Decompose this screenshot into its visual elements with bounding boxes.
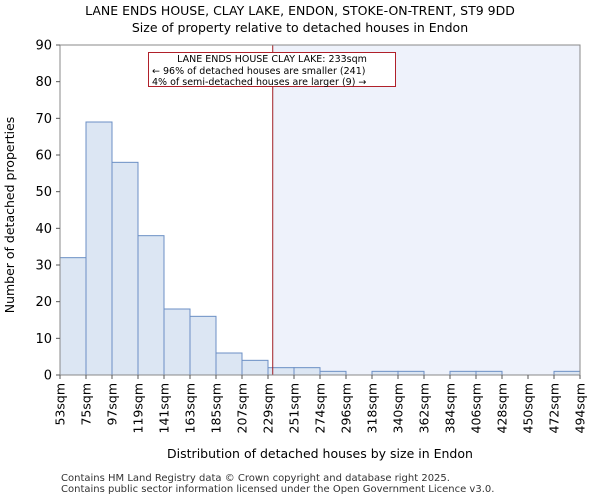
x-tick-label: 185sqm [209, 383, 224, 433]
x-tick-label: 119sqm [131, 383, 146, 433]
x-tick-label: 450sqm [521, 383, 536, 433]
x-axis-label: Distribution of detached houses by size … [167, 446, 473, 461]
y-axis-label: Number of detached properties [2, 117, 17, 314]
histogram-bar [267, 367, 295, 376]
annotation-line-1: LANE ENDS HOUSE CLAY LAKE: 233sqm [177, 54, 367, 65]
footer-licence: Contains public sector information licen… [61, 484, 495, 495]
histogram-bar [163, 308, 191, 376]
property-annotation-box: LANE ENDS HOUSE CLAY LAKE: 233sqm ← 96% … [148, 52, 396, 88]
x-tick-label: 472sqm [547, 383, 562, 433]
histogram-bar [59, 257, 87, 376]
chart-subtitle: Size of property relative to detached ho… [131, 20, 469, 35]
histogram-bar [553, 370, 581, 376]
footer-copyright: Contains HM Land Registry data © Crown c… [61, 473, 450, 484]
x-tick-label: 318sqm [365, 383, 380, 433]
histogram-bar [189, 315, 217, 376]
y-tick-label: 40 [35, 222, 52, 237]
histogram-bar [319, 370, 347, 376]
x-tick-label: 53sqm [53, 383, 68, 426]
histogram-bar [215, 352, 243, 376]
larger-properties-region [272, 45, 580, 375]
annotation-line-3: 4% of semi-detached houses are larger (9… [152, 77, 367, 88]
histogram-bar [397, 370, 425, 376]
x-tick-label: 229sqm [261, 383, 276, 433]
histogram-bar [371, 370, 399, 376]
x-tick-label: 274sqm [313, 383, 328, 433]
histogram-bar [449, 370, 477, 376]
y-tick-label: 90 [35, 39, 52, 54]
x-tick-label: 97sqm [105, 383, 120, 426]
y-tick-label: 80 [35, 75, 52, 90]
histogram-bar [475, 370, 503, 376]
x-tick-label: 494sqm [573, 383, 588, 433]
x-tick-label: 296sqm [339, 383, 354, 433]
x-tick-label: 251sqm [287, 383, 302, 433]
y-tick-label: 30 [35, 259, 52, 274]
x-tick-label: 340sqm [391, 383, 406, 433]
x-tick-label: 406sqm [469, 383, 484, 433]
y-tick-label: 50 [35, 185, 52, 200]
y-tick-label: 70 [35, 112, 52, 127]
x-tick-label: 75sqm [79, 383, 94, 426]
chart-title: LANE ENDS HOUSE, CLAY LAKE, ENDON, STOKE… [85, 3, 515, 18]
x-tick-label: 141sqm [157, 383, 172, 433]
y-tick-label: 0 [44, 369, 52, 384]
histogram-bar [293, 367, 321, 376]
y-tick-label: 60 [35, 149, 52, 164]
x-tick-label: 362sqm [417, 383, 432, 433]
x-tick-label: 384sqm [443, 383, 458, 433]
x-tick-label: 163sqm [183, 383, 198, 433]
y-tick-label: 10 [35, 332, 52, 347]
x-tick-label: 207sqm [235, 383, 250, 433]
histogram-bar [111, 161, 139, 376]
histogram-bar [85, 121, 113, 376]
histogram-bar [241, 359, 269, 376]
y-tick-label: 20 [35, 295, 52, 310]
annotation-line-2: ← 96% of detached houses are smaller (24… [152, 65, 366, 77]
histogram-bar [137, 235, 165, 376]
x-tick-label: 428sqm [495, 383, 510, 433]
